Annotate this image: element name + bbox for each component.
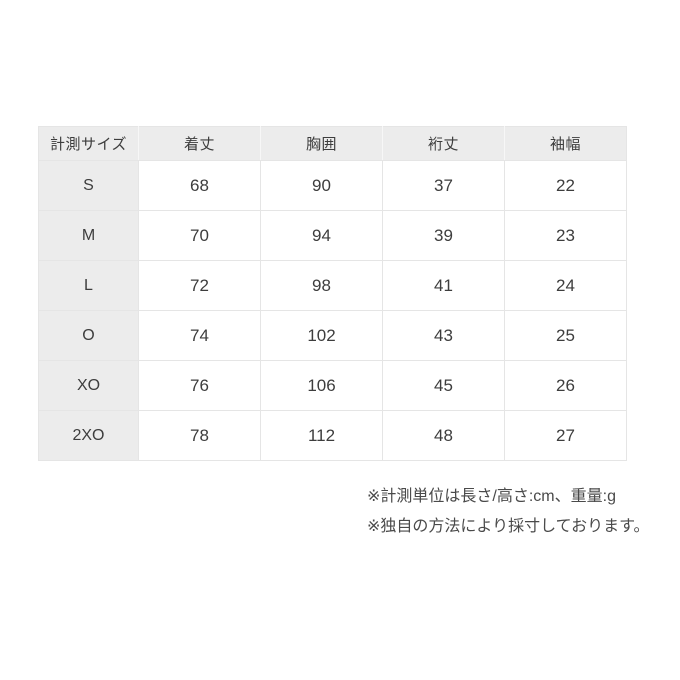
table-row: S 68 90 37 22 xyxy=(38,160,627,211)
value-cell: 37 xyxy=(382,160,505,211)
note-method: ※独自の方法により採寸しております。 xyxy=(367,518,650,535)
header-chest: 胸囲 xyxy=(260,126,383,161)
value-cell: 94 xyxy=(260,210,383,261)
header-sleeve-length: 裄丈 xyxy=(382,126,505,161)
value-cell: 26 xyxy=(504,360,627,411)
value-cell: 78 xyxy=(138,410,261,461)
value-cell: 68 xyxy=(138,160,261,211)
value-cell: 45 xyxy=(382,360,505,411)
size-label: S xyxy=(38,160,139,211)
size-chart-table: 計測サイズ 着丈 胸囲 裄丈 袖幅 S 68 90 37 22 M 70 94 … xyxy=(38,126,627,461)
value-cell: 70 xyxy=(138,210,261,261)
header-sleeve-width: 袖幅 xyxy=(504,126,627,161)
size-label: M xyxy=(38,210,139,261)
size-label: L xyxy=(38,260,139,311)
size-label: O xyxy=(38,310,139,361)
value-cell: 23 xyxy=(504,210,627,261)
value-cell: 25 xyxy=(504,310,627,361)
size-label: 2XO xyxy=(38,410,139,461)
note-units: ※計測単位は長さ/高さ:cm、重量:g xyxy=(367,488,616,505)
table-row: XO 76 106 45 26 xyxy=(38,360,627,411)
table-row: O 74 102 43 25 xyxy=(38,310,627,361)
value-cell: 22 xyxy=(504,160,627,211)
table-header-row: 計測サイズ 着丈 胸囲 裄丈 袖幅 xyxy=(38,126,627,161)
value-cell: 27 xyxy=(504,410,627,461)
header-body-length: 着丈 xyxy=(138,126,261,161)
value-cell: 41 xyxy=(382,260,505,311)
value-cell: 102 xyxy=(260,310,383,361)
value-cell: 48 xyxy=(382,410,505,461)
value-cell: 24 xyxy=(504,260,627,311)
value-cell: 90 xyxy=(260,160,383,211)
value-cell: 106 xyxy=(260,360,383,411)
table-row: L 72 98 41 24 xyxy=(38,260,627,311)
value-cell: 72 xyxy=(138,260,261,311)
value-cell: 39 xyxy=(382,210,505,261)
value-cell: 76 xyxy=(138,360,261,411)
value-cell: 112 xyxy=(260,410,383,461)
value-cell: 43 xyxy=(382,310,505,361)
value-cell: 98 xyxy=(260,260,383,311)
value-cell: 74 xyxy=(138,310,261,361)
measurement-notes: ※計測単位は長さ/高さ:cm、重量:g ※独自の方法により採寸しております。 xyxy=(367,482,650,542)
table-row: M 70 94 39 23 xyxy=(38,210,627,261)
header-measure-size: 計測サイズ xyxy=(38,126,139,161)
table-row: 2XO 78 112 48 27 xyxy=(38,410,627,461)
size-label: XO xyxy=(38,360,139,411)
